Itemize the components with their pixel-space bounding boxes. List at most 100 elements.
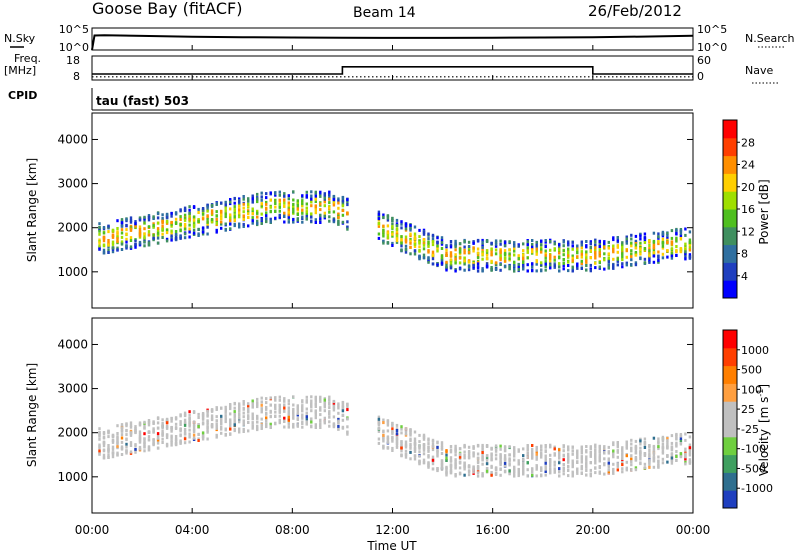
velocity-cell [278,408,281,411]
velocity-cell [580,472,583,475]
velocity-cell [634,458,638,462]
power-cell [513,269,516,273]
velocity-cell [147,448,151,452]
power-cell [179,218,182,221]
velocity-cell [688,451,692,455]
power-cell [346,225,349,229]
power-cell [454,261,457,265]
velocity-cell [224,410,227,414]
power-cell [458,247,462,251]
power-cell [391,232,394,236]
power-cell [233,222,236,226]
velocity-cell [418,440,421,444]
velocity-cell [454,462,457,466]
velocity-cell [567,452,570,456]
velocity-cell [386,440,390,444]
velocity-cell [670,459,674,463]
velocity-ytick-label-0: 1000 [57,470,88,484]
velocity-cell [558,453,561,457]
velocity-cell [503,448,507,452]
velocity-cell [301,413,304,417]
power-cell [661,230,665,234]
velocity-cell [256,424,259,428]
velocity-cell [418,433,421,437]
power-cell [603,258,606,262]
velocity-cell [589,472,592,476]
velocity-cell [269,410,272,414]
power-cell [522,257,525,261]
velocity-cell [125,422,128,426]
power-cell [116,233,119,237]
velocity-colorbar-label-3: 25 [741,403,755,416]
power-cell [310,197,313,201]
power-cell [395,218,399,222]
power-cell [454,242,457,246]
velocity-cell [138,447,142,451]
velocity-cell [463,473,466,477]
velocity-cell [395,427,399,431]
power-cell [625,240,628,244]
power-cell [98,226,101,229]
power-cell [125,228,128,232]
power-cell [449,243,453,247]
velocity-cell [260,423,263,427]
velocity-cell [174,442,178,445]
power-cell [485,251,489,255]
velocity-cell [481,462,484,466]
power-cell [418,235,421,239]
velocity-cell [314,423,317,427]
velocity-cell [238,413,241,417]
power-cell [337,197,340,201]
power-colorbar-seg-9 [723,120,737,139]
power-cell [260,218,263,222]
power-cell [206,223,209,227]
power-cell [648,256,651,259]
velocity-cell [220,431,223,435]
power-cell [594,256,597,260]
velocity-cell [188,420,191,424]
power-cell [283,214,286,218]
velocity-cell [427,445,430,449]
power-cell [589,263,592,267]
power-cell [319,208,322,212]
velocity-cell [278,410,281,414]
power-cell [260,191,263,195]
velocity-cell [639,457,642,461]
power-cell [517,268,520,271]
power-cell [666,236,669,240]
power-cell [467,240,471,244]
power-cell [526,256,529,260]
power-cell [283,194,286,198]
velocity-cell [652,459,656,463]
velocity-cell [147,435,151,439]
velocity-cell [409,437,412,441]
velocity-cell [395,432,399,436]
velocity-cell [328,411,331,415]
power-cell [332,203,336,207]
velocity-cell [292,410,295,414]
velocity-cell [129,421,133,425]
power-cell [603,245,606,249]
power-cell [314,211,317,215]
power-cell [391,216,394,220]
power-cell [580,240,583,244]
velocity-cell [377,437,381,441]
velocity-cell [427,442,430,446]
power-cell [238,197,241,201]
velocity-cell [409,433,412,437]
power-cell [494,239,498,243]
power-cell [328,210,331,214]
velocity-cell [220,414,223,418]
power-cell [440,254,444,258]
power-cell [666,255,669,259]
power-cell [161,236,164,239]
velocity-cell [233,423,236,427]
velocity-cell [553,452,556,456]
power-cell [485,240,489,243]
power-colorbar-label-3: 16 [741,203,755,216]
power-cell [540,239,543,243]
velocity-cell [517,473,520,476]
power-cell [549,265,552,269]
velocity-cell [467,450,471,453]
power-ytick-label-1: 2000 [57,221,88,235]
